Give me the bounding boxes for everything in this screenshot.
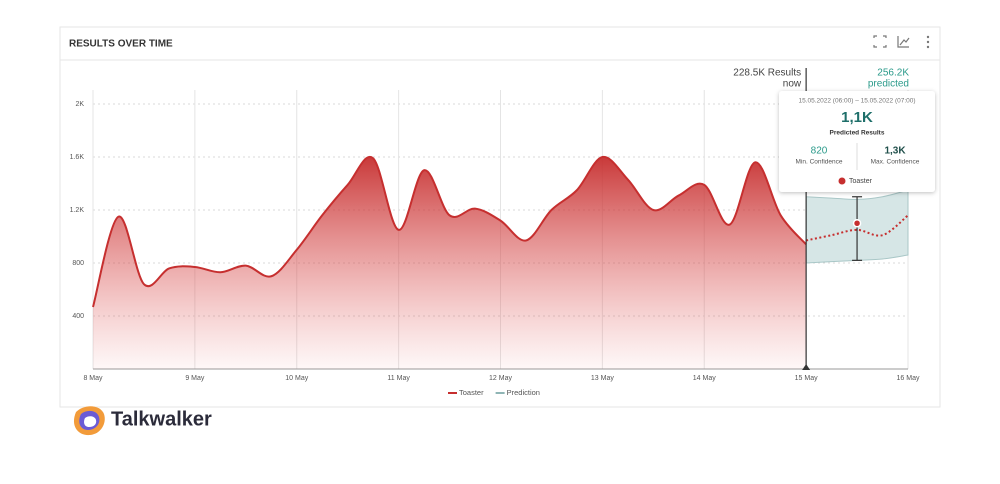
- tooltip-min-caption: Min. Confidence: [796, 159, 843, 166]
- x-tick-label: 14 May: [693, 375, 716, 382]
- logo: Talkwalker: [73, 406, 212, 436]
- x-tick-label: 15 May: [795, 375, 818, 382]
- legend-label: Toaster: [459, 388, 484, 397]
- y-tick-label: 400: [72, 313, 84, 320]
- brand-name: Talkwalker: [111, 408, 212, 430]
- y-tick-label: 1.2K: [70, 207, 85, 214]
- now-label: now: [783, 79, 802, 90]
- now-results: 228.5K Results: [733, 68, 801, 79]
- y-tick-label: 2K: [75, 101, 84, 108]
- y-tick-label: 1.6K: [70, 154, 85, 161]
- tooltip-series: Toaster: [849, 178, 873, 185]
- tooltip: 15.05.2022 (06:00) – 15.05.2022 (07:00) 1…: [779, 91, 935, 192]
- now-marker: [802, 364, 811, 370]
- x-tick-label: 16 May: [897, 375, 920, 382]
- area: [93, 156, 807, 369]
- toolbar: [873, 35, 930, 49]
- tooltip-min: 820: [811, 146, 828, 157]
- line: [92, 155, 807, 308]
- x-tick-label: 12 May: [489, 375, 512, 382]
- hover-point: [852, 219, 862, 228]
- legend-label: Prediction: [507, 388, 540, 397]
- y-tick-label: 800: [72, 260, 84, 267]
- x-tick-label: 13 May: [591, 375, 614, 382]
- x-tick-label: 9 May: [185, 375, 205, 382]
- tooltip-box: [779, 91, 935, 192]
- expand-icon[interactable]: [873, 35, 887, 48]
- tooltip-max: 1,3K: [884, 146, 906, 157]
- tooltip-range: 15.05.2022 (06:00) – 15.05.2022 (07:00): [798, 98, 915, 105]
- predicted-results: 256.2K: [877, 68, 909, 79]
- chart-type-icon[interactable]: [897, 36, 910, 48]
- tooltip-caption: Predicted Results: [830, 130, 885, 137]
- x-tick-label: 8 May: [83, 375, 103, 382]
- predicted-label: predicted: [868, 79, 909, 90]
- x-tick-label: 10 May: [285, 375, 308, 382]
- menu-icon[interactable]: [926, 35, 930, 49]
- tooltip-max-caption: Max. Confidence: [871, 159, 920, 166]
- plot: 400 800 1.2K 1.6K 2K 8 May 9 May 10 May 11 May 12…: [70, 68, 935, 397]
- tooltip-swatch: [838, 177, 846, 185]
- x-tick-label: 11 May: [387, 375, 410, 382]
- tooltip-value: 1,1K: [841, 109, 873, 126]
- chart-title: RESULTS OVER TIME: [69, 39, 173, 50]
